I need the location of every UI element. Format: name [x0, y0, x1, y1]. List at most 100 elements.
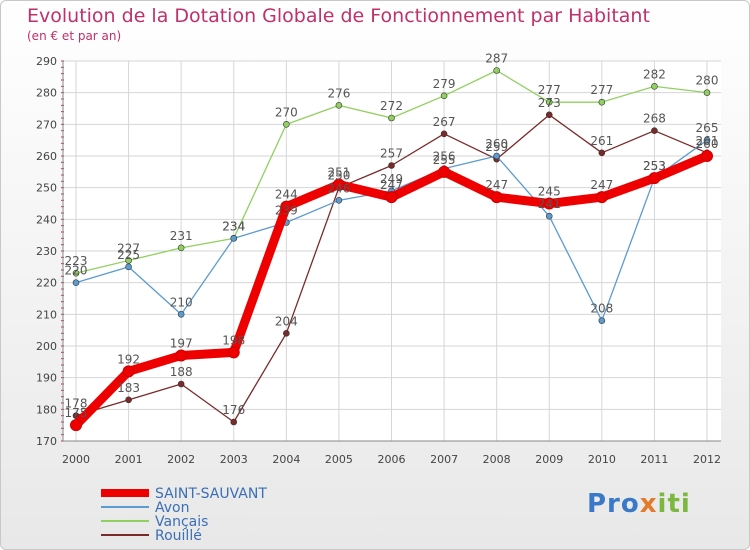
data-point-van-ais — [283, 121, 290, 128]
data-label-van-ais: 234 — [222, 219, 245, 233]
x-tick-label: 2000 — [62, 453, 90, 466]
data-label-van-ais: 270 — [275, 105, 298, 119]
data-point-van-ais — [72, 269, 80, 277]
y-tick-label: 260 — [36, 150, 57, 163]
y-tick-label: 230 — [36, 245, 57, 258]
data-label-van-ais: 227 — [117, 242, 140, 256]
data-label-rouill-: 183 — [117, 381, 140, 395]
data-label-rouill-: 268 — [643, 112, 666, 126]
data-point-rouill- — [230, 418, 238, 426]
data-label-avon: 210 — [170, 295, 193, 309]
logo-part-1: Pro — [587, 489, 640, 519]
data-label-saint-sauvant: 198 — [222, 333, 245, 347]
y-tick-label: 210 — [36, 308, 57, 321]
x-tick-label: 2001 — [115, 453, 143, 466]
data-label-avon: 253 — [643, 159, 666, 173]
y-tick-label: 200 — [36, 340, 57, 353]
data-point-saint-sauvant — [332, 178, 345, 191]
data-point-rouill- — [125, 396, 132, 404]
data-label-saint-sauvant: 247 — [485, 178, 508, 192]
data-point-rouill- — [598, 149, 606, 157]
data-label-avon: 239 — [275, 204, 298, 218]
data-label-saint-sauvant: 192 — [117, 352, 140, 366]
data-point-rouill- — [651, 127, 658, 134]
data-point-avon — [493, 152, 500, 160]
data-point-van-ais — [440, 92, 448, 100]
y-tick-label: 280 — [36, 87, 57, 100]
data-point-van-ais — [493, 67, 500, 74]
logo-part-2: x — [639, 489, 658, 519]
x-tick-label: 2008 — [483, 453, 511, 466]
data-point-saint-sauvant — [385, 191, 398, 204]
data-label-saint-sauvant: 244 — [275, 188, 298, 202]
data-label-saint-sauvant: 253 — [643, 159, 666, 173]
data-label-saint-sauvant: 175 — [65, 406, 88, 420]
data-point-saint-sauvant — [122, 365, 135, 378]
data-point-van-ais — [177, 244, 185, 252]
chart-title: Evolution de la Dotation Globale de Fonc… — [27, 5, 650, 27]
data-point-van-ais — [545, 98, 553, 106]
x-tick-label: 2011 — [640, 453, 668, 466]
x-tick-label: 2005 — [325, 453, 353, 466]
data-label-avon: 234 — [222, 219, 245, 233]
y-tick-label: 290 — [36, 55, 57, 68]
data-point-van-ais — [388, 114, 395, 122]
x-tick-label: 2004 — [272, 453, 300, 466]
data-point-van-ais — [125, 257, 132, 264]
data-label-saint-sauvant: 255 — [433, 153, 456, 167]
data-label-van-ais: 272 — [380, 99, 403, 113]
data-label-van-ais: 231 — [170, 229, 193, 243]
y-tick-label: 220 — [36, 277, 57, 290]
data-point-rouill- — [177, 380, 185, 388]
chart-subtitle: (en € et par an) — [27, 29, 122, 43]
x-tick-label: 2010 — [588, 453, 616, 466]
data-label-van-ais: 276 — [327, 86, 350, 100]
data-point-avon — [230, 235, 238, 242]
data-point-saint-sauvant — [490, 191, 503, 204]
y-tick-label: 250 — [36, 182, 57, 195]
data-label-saint-sauvant: 197 — [170, 337, 193, 351]
data-label-rouill-: 273 — [538, 96, 561, 110]
data-label-avon: 225 — [117, 248, 140, 262]
data-point-avon — [125, 263, 132, 271]
data-label-van-ais: 279 — [433, 77, 456, 91]
y-tick-label: 180 — [36, 403, 57, 416]
data-point-rouill- — [388, 162, 395, 169]
data-label-saint-sauvant: 260 — [696, 137, 719, 151]
data-label-avon: 249 — [380, 172, 403, 186]
x-tick-label: 2006 — [378, 453, 406, 466]
y-tick-label: 190 — [36, 372, 57, 385]
data-point-van-ais — [335, 102, 343, 109]
data-label-avon: 220 — [65, 264, 88, 278]
data-label-rouill-: 178 — [65, 397, 88, 411]
data-point-saint-sauvant — [543, 197, 556, 210]
data-point-saint-sauvant — [595, 191, 608, 204]
data-point-van-ais — [598, 98, 606, 106]
data-point-saint-sauvant — [701, 150, 713, 162]
data-label-van-ais: 280 — [696, 74, 719, 88]
y-tick-label: 170 — [36, 435, 57, 448]
data-label-avon: 246 — [327, 181, 350, 195]
logo-part-3: iti — [657, 489, 691, 519]
data-label-van-ais: 282 — [643, 67, 666, 81]
x-tick-label: 2007 — [430, 453, 458, 466]
legend-label: SAINT-SAUVANT — [155, 486, 267, 502]
data-point-van-ais — [703, 89, 711, 96]
data-point-rouill- — [545, 111, 553, 119]
data-label-avon: 260 — [485, 137, 508, 151]
data-label-avon: 265 — [696, 121, 719, 135]
x-tick-label: 2002 — [167, 453, 195, 466]
data-point-rouill- — [440, 130, 448, 138]
data-label-van-ais: 277 — [590, 83, 613, 97]
proxiti-logo: Proxiti — [587, 489, 691, 519]
data-label-rouill-: 259 — [485, 140, 508, 154]
data-label-rouill-: 204 — [275, 314, 298, 328]
data-label-avon: 256 — [433, 150, 456, 164]
data-label-rouill-: 188 — [170, 365, 193, 379]
x-tick-label: 2012 — [693, 453, 721, 466]
data-point-avon — [598, 317, 606, 324]
data-label-rouill-: 261 — [696, 134, 719, 148]
legend-label: Rouillé — [155, 528, 202, 544]
